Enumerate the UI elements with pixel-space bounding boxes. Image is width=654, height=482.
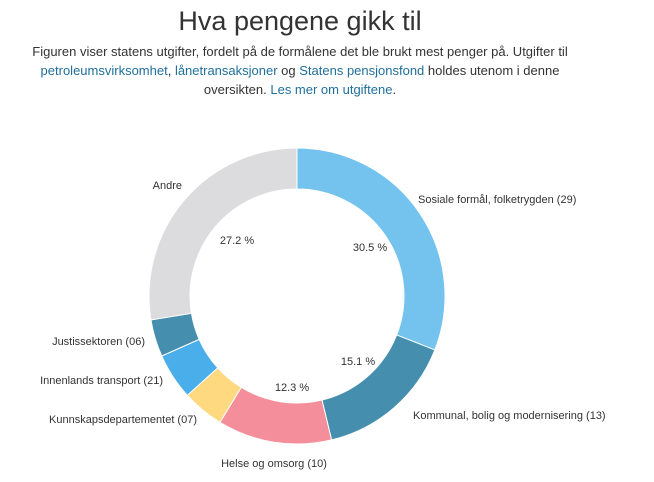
category-label-andre: Andre: [153, 180, 182, 192]
intro-text-2: holdes utenom i denne oversikten.: [203, 63, 560, 97]
value-label-kommunal-bolig-og-modernisering: 15.1 %: [341, 356, 375, 368]
intro-text-3: .: [392, 82, 397, 97]
link-loan-transactions[interactable]: lånetransaksjoner: [174, 63, 278, 78]
value-label-helse-og-omsorg: 12.3 %: [275, 382, 309, 394]
intro-sep-1: ,: [167, 63, 175, 78]
intro-sep-2: og: [277, 63, 300, 78]
intro-text-1: Figuren viser statens utgifter, fordelt …: [32, 44, 568, 59]
chart-title: Hva pengene gikk til: [178, 6, 422, 36]
chart-description: Figuren viser statens utgifter, fordelt …: [30, 42, 570, 99]
category-label-kunnskapsdepartementet: Kunnskapsdepartementet (07): [49, 414, 197, 426]
slice-kommunal-bolig-og-modernisering[interactable]: [321, 334, 436, 441]
value-label-andre: 27.2 %: [220, 235, 254, 247]
link-petroleum[interactable]: petroleumsvirksomhet: [40, 63, 168, 78]
value-label-sosiale-formal-folketrygden: 30.5 %: [353, 242, 387, 254]
slice-andre[interactable]: [148, 147, 298, 321]
category-label-justissektoren: Justissektoren (06): [52, 336, 145, 348]
link-pension-fund[interactable]: Statens pensjonsfond: [299, 63, 425, 78]
category-label-helse-og-omsorg: Helse og omsorg (10): [221, 458, 327, 470]
category-label-innenlands-transport: Innenlands transport (21): [40, 375, 163, 387]
category-label-sosiale-formal-folketrygden: Sosiale formål, folketrygden (29): [418, 194, 576, 206]
category-label-kommunal-bolig-og-modernisering: Kommunal, bolig og modernisering (13): [413, 410, 606, 422]
link-read-more[interactable]: Les mer om utgiftene: [270, 82, 393, 97]
